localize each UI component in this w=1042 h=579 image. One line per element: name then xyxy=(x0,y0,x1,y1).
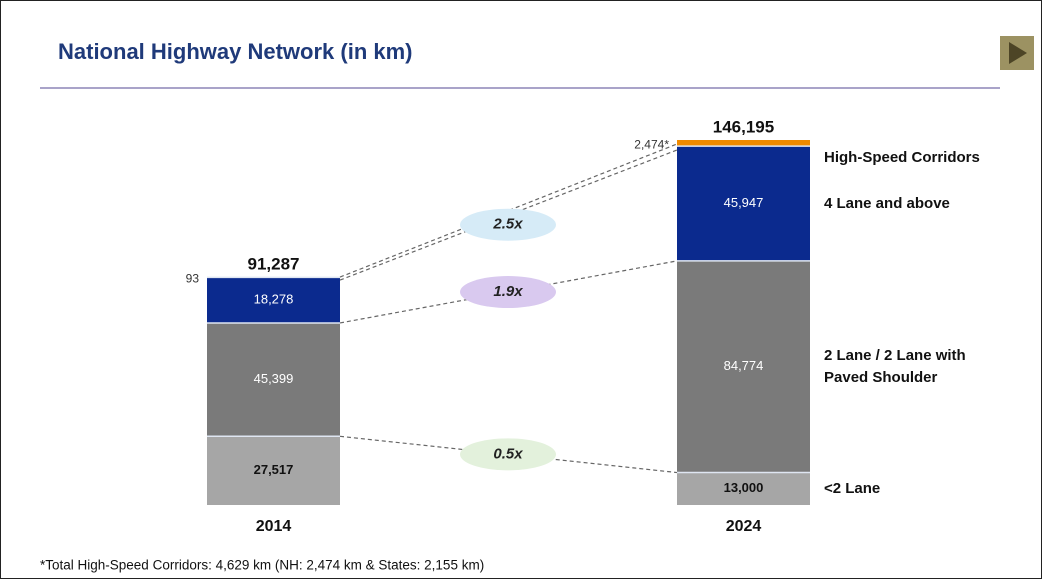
x-tick-label: 2014 xyxy=(256,518,292,535)
bar-segment xyxy=(207,436,340,505)
multiplier-label: 1.9x xyxy=(493,283,523,300)
value-label: 2,474* xyxy=(634,137,669,151)
value-label: 27,517 xyxy=(254,462,294,477)
x-tick-label: 2024 xyxy=(726,518,762,535)
chart-title: National Highway Network (in km) xyxy=(58,39,413,64)
multiplier-bubble xyxy=(460,208,556,241)
legend-label: High-Speed Corridors xyxy=(824,149,980,166)
legend-label: <2 Lane xyxy=(824,479,881,497)
value-label: 45,947 xyxy=(724,195,764,210)
bar-segment xyxy=(677,140,810,147)
multiplier-label: 0.5x xyxy=(493,445,523,462)
play-icon xyxy=(1009,42,1027,64)
bar-segment xyxy=(677,146,810,261)
connector xyxy=(339,149,678,281)
bar-segment xyxy=(207,322,340,437)
value-label: 45,399 xyxy=(254,371,294,386)
multiplier-bubble xyxy=(460,438,556,471)
multiplier-bubble xyxy=(460,276,556,309)
bar-segment xyxy=(677,260,810,473)
value-label: 84,774 xyxy=(724,358,764,373)
footnote: *Total High-Speed Corridors: 4,629 km (N… xyxy=(40,558,484,573)
bar-segment xyxy=(207,277,340,323)
legend-label: 2 Lane / 2 Lane with Paved Shoulder xyxy=(824,346,966,386)
total-label: 146,195 xyxy=(713,117,774,136)
total-label: 91,287 xyxy=(248,255,300,274)
legend-label: 4 Lane and above xyxy=(824,194,950,212)
bar-segment xyxy=(677,472,810,505)
multiplier-label: 2.5x xyxy=(492,216,523,233)
connector xyxy=(339,143,678,278)
value-label: 18,278 xyxy=(254,292,294,307)
value-label: 13,000 xyxy=(724,480,764,495)
value-label: 93 xyxy=(186,271,200,285)
